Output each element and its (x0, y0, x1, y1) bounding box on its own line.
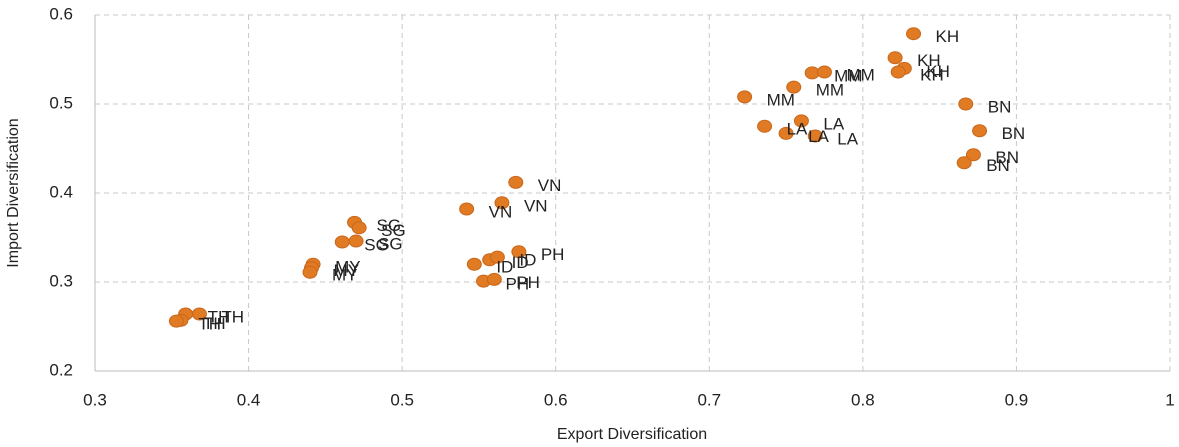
point-label: SG (381, 221, 406, 240)
point (958, 97, 974, 111)
point-label: TH (208, 308, 231, 327)
point-label: TH (221, 308, 244, 327)
point-label: PH (516, 273, 540, 292)
point (508, 175, 524, 189)
point-label: BN (995, 148, 1019, 167)
x-tick-label: 0.9 (1005, 390, 1029, 409)
x-tick-label: 0.4 (237, 390, 261, 409)
point-label: PH (541, 245, 565, 264)
point (737, 90, 753, 104)
x-tick-label: 0.5 (390, 390, 414, 409)
point (757, 119, 773, 133)
point (511, 245, 527, 259)
point-label: BN (988, 97, 1012, 116)
point (302, 265, 318, 279)
point (486, 272, 502, 286)
point-label: SG (377, 216, 402, 235)
x-tick-label: 0.8 (851, 390, 875, 409)
point (972, 124, 988, 138)
point (348, 234, 364, 248)
point-label: LA (823, 114, 844, 133)
point-label: KH (917, 51, 941, 70)
point-label: VN (489, 203, 513, 222)
y-tick-label: 0.3 (49, 271, 73, 290)
point-label: SG (378, 235, 403, 254)
y-tick-label: 0.6 (49, 4, 73, 23)
point-label: LA (787, 120, 808, 139)
point-label: MY (332, 266, 358, 285)
point-label: LA (808, 127, 829, 146)
point (807, 129, 823, 143)
point-label: ID (519, 251, 536, 270)
point-label: BN (986, 156, 1010, 175)
point (956, 156, 972, 170)
y-axis-title: Import Diversification (5, 118, 22, 267)
point-label: MY (334, 261, 360, 280)
x-tick-label: 0.7 (697, 390, 721, 409)
point-label: PH (506, 275, 530, 294)
point-label: SG (364, 235, 389, 254)
point (778, 126, 794, 140)
point-label: KH (936, 27, 960, 46)
point (906, 27, 922, 41)
point (816, 65, 832, 79)
point-label: TH (198, 315, 221, 334)
point-label: KH (926, 62, 950, 81)
x-tick-label: 0.6 (544, 390, 568, 409)
point (890, 65, 906, 79)
point-label: VN (524, 196, 548, 215)
point-label: ID (512, 253, 529, 272)
point-label: BN (1002, 124, 1026, 143)
x-tick-label: 1 (1165, 390, 1174, 409)
point-label: LA (837, 130, 858, 149)
point (459, 202, 475, 216)
point (887, 51, 903, 65)
y-tick-label: 0.5 (49, 93, 73, 112)
point-label: ID (496, 258, 513, 277)
point (489, 250, 505, 264)
point-label: MM (846, 65, 874, 84)
x-tick-label: 0.3 (83, 390, 107, 409)
point-label: KH (920, 65, 944, 84)
point (334, 235, 350, 249)
x-axis-title: Export Diversification (557, 426, 707, 443)
point (965, 148, 981, 162)
point-label: MM (834, 66, 862, 85)
point (168, 314, 184, 328)
point (793, 114, 809, 128)
y-tick-label: 0.2 (49, 360, 73, 379)
point (494, 196, 510, 210)
point (466, 257, 482, 271)
y-tick-label: 0.4 (49, 182, 73, 201)
point-label: MM (816, 81, 844, 100)
point-label: TH (203, 314, 226, 333)
point (351, 221, 367, 235)
point-label: VN (538, 176, 562, 195)
point (786, 80, 802, 94)
point-label: MY (335, 258, 361, 277)
point-label: MM (767, 90, 795, 109)
